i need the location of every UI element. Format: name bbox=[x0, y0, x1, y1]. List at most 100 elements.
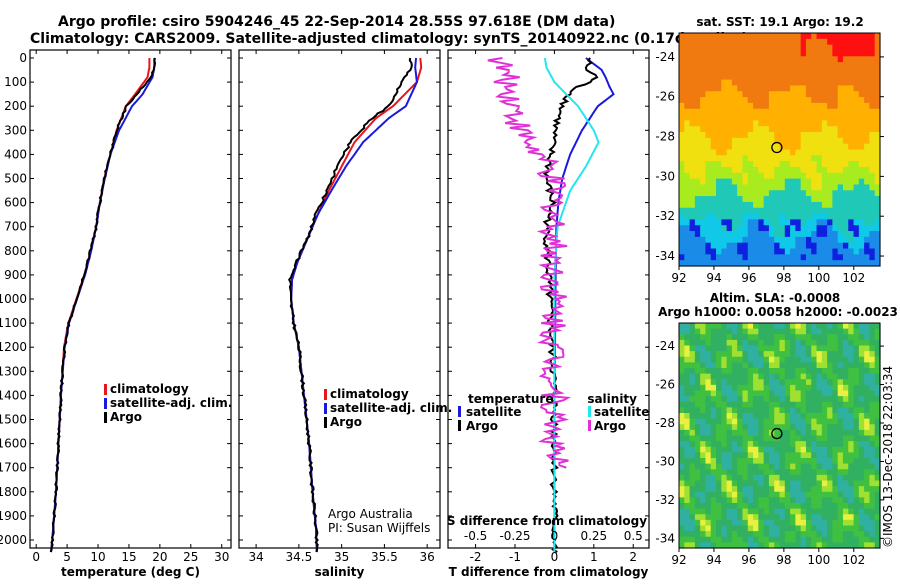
sst_map-cell bbox=[821, 91, 828, 98]
sla_map-cell bbox=[795, 373, 802, 380]
sst_map-cell bbox=[848, 91, 855, 98]
sst_map-cell bbox=[784, 190, 791, 197]
sla_map-cell bbox=[763, 446, 770, 453]
sst_map-cell bbox=[753, 91, 759, 98]
sla_map-cell bbox=[858, 345, 865, 352]
sst_map-cell bbox=[864, 132, 871, 139]
sst_map-cell bbox=[864, 85, 871, 92]
sla_map-cell bbox=[679, 474, 685, 482]
sst_map-cell bbox=[737, 97, 744, 104]
sla_map-cell bbox=[832, 435, 839, 442]
sla_map-cell bbox=[821, 351, 828, 358]
sla_map-cell bbox=[705, 413, 712, 420]
sla_map-cell bbox=[795, 531, 802, 538]
sla_map-cell bbox=[842, 525, 849, 532]
sla_map-cell bbox=[874, 531, 881, 538]
sst_map-cell bbox=[842, 132, 849, 139]
sst_map-cell bbox=[790, 91, 796, 98]
sst_map-cell bbox=[726, 166, 733, 174]
sla_map-cell bbox=[742, 362, 749, 369]
sst_map-cell bbox=[779, 149, 786, 156]
sla_map-cell bbox=[853, 384, 860, 392]
sst_map-cell bbox=[842, 108, 849, 116]
sst_map-cell bbox=[821, 85, 828, 92]
sst_map-cell bbox=[821, 254, 828, 261]
sst_map-cell bbox=[710, 254, 717, 261]
sst_map-cell bbox=[758, 172, 765, 180]
sla_map-cell bbox=[742, 531, 749, 538]
sst_map-cell bbox=[811, 143, 818, 151]
sla_map-cell bbox=[837, 463, 844, 470]
sst_map-cell bbox=[768, 231, 775, 238]
sla_map-cell bbox=[848, 429, 855, 437]
sst_map-cell bbox=[784, 236, 791, 244]
sla_map-cell bbox=[694, 390, 701, 397]
sst_map-cell bbox=[869, 91, 876, 98]
sst_map-cell bbox=[705, 201, 712, 209]
sla_map-cell bbox=[689, 413, 696, 420]
sst_map-cell bbox=[747, 166, 754, 174]
sst_map-cell bbox=[853, 166, 860, 174]
sst_map-cell bbox=[763, 62, 770, 69]
sla_map-cell bbox=[721, 368, 728, 375]
sla_map-cell bbox=[869, 424, 876, 431]
sst_map-cell bbox=[758, 97, 765, 104]
sla_map-cell bbox=[779, 356, 786, 363]
sst_map-cell bbox=[816, 225, 823, 232]
sst_map-cell bbox=[774, 120, 781, 127]
sla_map-cell bbox=[874, 497, 881, 504]
sst_map-cell bbox=[790, 231, 796, 238]
sla_map-cell bbox=[864, 345, 871, 352]
sst_map-cell bbox=[689, 166, 696, 174]
sst_map-cell bbox=[842, 248, 849, 255]
sst_map-cell bbox=[832, 56, 839, 63]
sst_map-cell bbox=[753, 132, 759, 139]
sla_map-cell bbox=[705, 396, 712, 403]
sst_map-cell bbox=[731, 44, 738, 52]
sst_map-cell bbox=[790, 126, 796, 133]
sst_map-cell bbox=[731, 184, 738, 191]
sla_map-cell bbox=[763, 503, 770, 510]
sla_map-cell bbox=[747, 373, 754, 380]
sst_map-cell bbox=[832, 155, 839, 162]
sla_map-cell bbox=[837, 446, 844, 453]
sst_map-cell bbox=[800, 67, 807, 75]
sla_map-cell bbox=[842, 452, 849, 459]
sla_map-cell bbox=[742, 497, 749, 504]
sla_map-cell bbox=[837, 480, 844, 487]
sst_map-cell bbox=[742, 207, 749, 215]
sla_map-cell bbox=[684, 379, 691, 386]
sst_map-cell bbox=[832, 132, 839, 139]
sla_map-cell bbox=[742, 519, 749, 527]
sla_map-cell bbox=[800, 373, 807, 380]
sst_map-cell bbox=[827, 196, 833, 203]
sla_map-cell bbox=[816, 345, 823, 352]
sla_map-cell bbox=[848, 446, 855, 453]
sla_map-cell bbox=[853, 356, 860, 363]
sst_map-cell bbox=[700, 225, 707, 232]
sla_map-cell bbox=[679, 463, 685, 470]
sla_map-cell bbox=[737, 384, 744, 392]
sla_map-cell bbox=[768, 351, 775, 358]
sla_map-cell bbox=[774, 345, 781, 352]
sst_map-cell bbox=[705, 38, 712, 46]
sla_map-cell bbox=[763, 339, 770, 347]
sla_map-cell bbox=[853, 508, 860, 515]
legend-swatch-argo bbox=[104, 412, 107, 423]
sla_map-cell bbox=[784, 396, 791, 403]
sst_map-cell bbox=[790, 33, 796, 40]
sst_map-cell bbox=[710, 126, 717, 133]
sla_map-cell bbox=[731, 351, 738, 358]
sla_map-cell bbox=[864, 424, 871, 431]
sst_map-cell bbox=[726, 231, 733, 238]
sst_map-cell bbox=[689, 155, 696, 162]
sst_map-cell bbox=[874, 108, 881, 116]
sla_map-cell bbox=[758, 368, 765, 375]
sla_map-cell bbox=[795, 542, 802, 549]
sst_map-cell bbox=[784, 79, 791, 87]
sla_map-cell bbox=[827, 339, 833, 347]
sla_map-cell bbox=[763, 396, 770, 403]
sla_map-cell bbox=[779, 407, 786, 414]
sst_map-cell bbox=[694, 33, 701, 40]
sst_map-xtick-label: 92 bbox=[671, 271, 686, 285]
